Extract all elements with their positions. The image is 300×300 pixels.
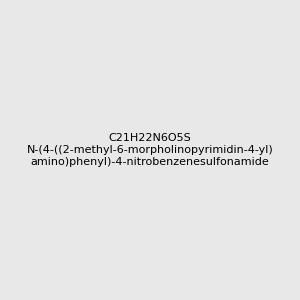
Text: C21H22N6O5S
N-(4-((2-methyl-6-morpholinopyrimidin-4-yl)
amino)phenyl)-4-nitroben: C21H22N6O5S N-(4-((2-methyl-6-morpholino… (27, 134, 273, 166)
